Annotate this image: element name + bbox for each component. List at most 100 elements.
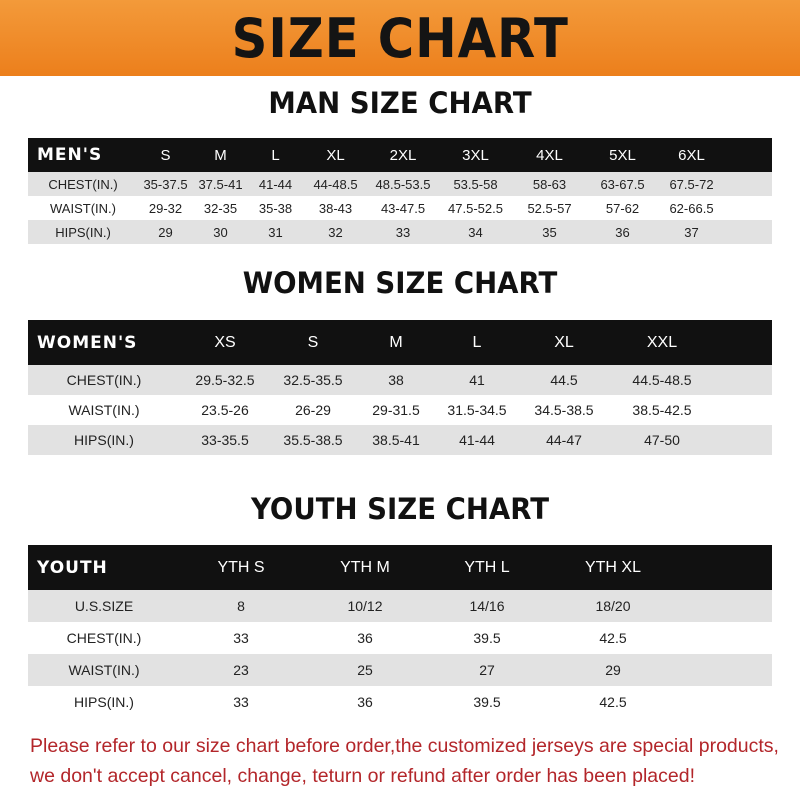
page-title: SIZE CHART: [231, 6, 569, 70]
cell: 29-31.5: [372, 402, 420, 418]
cell: 44.5: [550, 372, 578, 388]
table-row: HIPS(IN.) 33-35.5 35.5-38.5 38.5-41 41-44 44-…: [28, 425, 772, 455]
cell: 2XL: [389, 146, 417, 164]
cell: YTH M: [340, 558, 390, 576]
order-note-line-2: we don't accept cancel, change, teturn o…: [30, 765, 695, 787]
cell: 33: [233, 630, 249, 646]
cell: M: [214, 146, 227, 164]
cell: 39.5: [473, 630, 501, 646]
men-section-title: MAN SIZE CHART: [268, 86, 532, 120]
cell: YTH S: [217, 558, 265, 576]
table-row: CHEST(IN.) 33 36 39.5 42.5: [28, 622, 772, 654]
cell: 35.5-38.5: [283, 432, 343, 448]
cell: 43-47.5: [380, 200, 426, 216]
cell: 41-44: [258, 176, 293, 192]
row-label: CHEST(IN.): [48, 176, 118, 192]
table-row: HIPS(IN.) 33 36 39.5 42.5: [28, 686, 772, 718]
cell: 44-47: [546, 432, 582, 448]
cell: L: [472, 333, 482, 351]
cell: XS: [214, 333, 236, 351]
cell: 23.5-26: [201, 402, 249, 418]
cell: 27: [479, 662, 495, 678]
cell: 57-62: [605, 200, 640, 216]
cell: 3XL: [462, 146, 489, 164]
cell: 33-35.5: [201, 432, 249, 448]
row-label: HIPS(IN.): [74, 694, 134, 710]
cell: 53.5-58: [453, 176, 498, 192]
women-section-title: WOMEN SIZE CHART: [242, 266, 558, 300]
row-label: MEN'S: [37, 145, 103, 165]
cell: 35-38: [258, 200, 293, 216]
table-row: WAIST(IN.) 23 25 27 29: [28, 654, 772, 686]
cell: L: [271, 146, 280, 164]
cell: 29: [158, 224, 173, 240]
cell: 41-44: [459, 432, 495, 448]
cell: 32.5-35.5: [283, 372, 343, 388]
row-label: CHEST(IN.): [66, 372, 142, 388]
cell: 25: [357, 662, 373, 678]
cell: 10/12: [347, 598, 383, 614]
cell: XL: [554, 333, 574, 351]
cell: 48.5-53.5: [375, 176, 431, 192]
cell: XL: [326, 146, 345, 164]
row-label: U.S.SIZE: [74, 598, 134, 614]
table-row: CHEST(IN.) 29.5-32.5 32.5-35.5 38 41 44.5 44.5…: [28, 365, 772, 395]
cell: 30: [213, 224, 228, 240]
cell: 58-63: [532, 176, 567, 192]
row-label: HIPS(IN.): [55, 224, 111, 240]
row-label: WAIST(IN.): [68, 662, 140, 678]
cell: 34: [468, 224, 483, 240]
cell: 39.5: [473, 694, 501, 710]
cell: 37: [684, 224, 699, 240]
header-row: MEN'S S M L XL 2XL 3XL 4XL 5XL 6XL: [28, 138, 772, 172]
youth-section-title: YOUTH SIZE CHART: [250, 492, 550, 526]
cell: 36: [357, 630, 373, 646]
cell: 29.5-32.5: [195, 372, 255, 388]
youth-size-table: YOUTH YTH S YTH M YTH L YTH XL U.S.SIZE 8 10/12…: [28, 545, 772, 718]
header-row: WOMEN'S XS S M L XL XXL: [28, 320, 772, 365]
cell: 34.5-38.5: [534, 402, 594, 418]
cell: 6XL: [678, 146, 705, 164]
header-row: YOUTH YTH S YTH M YTH L YTH XL: [28, 545, 772, 590]
cell: XXL: [646, 333, 678, 351]
row-label: WAIST(IN.): [68, 402, 140, 418]
men-size-table: MEN'S S M L XL 2XL 3XL 4XL 5XL 6XL CHEST(IN.) 35-37…: [28, 138, 772, 244]
cell: 18/20: [595, 598, 631, 614]
row-label: HIPS(IN.): [74, 432, 134, 448]
cell: 33: [395, 224, 411, 240]
cell: 32: [328, 224, 343, 240]
row-label: YOUTH: [37, 557, 108, 578]
cell: 63-67.5: [600, 176, 645, 192]
cell: 4XL: [536, 146, 563, 164]
cell: M: [389, 333, 403, 351]
cell: YTH L: [464, 558, 510, 576]
order-note-line-1: Please refer to our size chart before or…: [30, 735, 779, 757]
cell: 42.5: [599, 694, 627, 710]
cell: 32-35: [203, 200, 238, 216]
cell: 36: [357, 694, 373, 710]
cell: 5XL: [609, 146, 636, 164]
cell: 47.5-52.5: [448, 200, 503, 216]
cell: 38: [388, 372, 404, 388]
table-row: HIPS(IN.) 29 30 31 32 33 34 35 36 37: [28, 220, 772, 244]
cell: 62-66.5: [669, 200, 714, 216]
table-row: WAIST(IN.) 23.5-26 26-29 29-31.5 31.5-34.5 34…: [28, 395, 772, 425]
cell: 38-43: [318, 200, 353, 216]
row-label: WAIST(IN.): [50, 200, 116, 216]
cell: 38.5-41: [372, 432, 420, 448]
table-row: CHEST(IN.) 35-37.5 37.5-41 41-44 44-48.5 48.5…: [28, 172, 772, 196]
cell: S: [160, 146, 171, 164]
cell: 44-48.5: [313, 176, 358, 192]
cell: 47-50: [644, 432, 680, 448]
row-label: WOMEN'S: [37, 332, 138, 353]
table-row: WAIST(IN.) 29-32 32-35 35-38 38-43 43-47.5 47.…: [28, 196, 772, 220]
cell: 29: [605, 662, 621, 678]
row-label: CHEST(IN.): [66, 630, 142, 646]
cell: 8: [237, 598, 245, 614]
table-row: U.S.SIZE 8 10/12 14/16 18/20: [28, 590, 772, 622]
cell: 26-29: [295, 402, 331, 418]
cell: 36: [615, 224, 630, 240]
cell: 67.5-72: [669, 176, 714, 192]
cell: 38.5-42.5: [632, 402, 692, 418]
cell: 29-32: [148, 200, 183, 216]
